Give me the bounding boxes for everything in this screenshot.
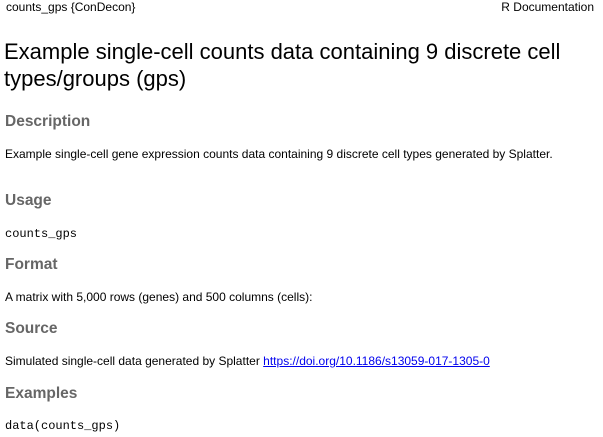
examples-heading: Examples bbox=[5, 385, 78, 402]
usage-heading: Usage bbox=[5, 192, 52, 209]
description-text: Example single-cell gene expression coun… bbox=[5, 147, 553, 161]
format-text: A matrix with 5,000 rows (genes) and 500… bbox=[5, 290, 313, 304]
examples-code: data(counts_gps) bbox=[5, 419, 121, 433]
source-paragraph: Simulated single-cell data generated by … bbox=[5, 354, 585, 368]
doc-header: counts_gps {ConDecon} R Documentation bbox=[0, 0, 603, 18]
topic-label: counts_gps {ConDecon} bbox=[6, 0, 136, 14]
source-heading: Source bbox=[5, 320, 58, 337]
doi-link[interactable]: https://doi.org/10.1186/s13059-017-1305-… bbox=[263, 354, 490, 368]
page-title: Example single-cell counts data containi… bbox=[4, 39, 561, 91]
format-heading: Format bbox=[5, 256, 58, 273]
source-text: Simulated single-cell data generated by … bbox=[5, 354, 260, 368]
r-documentation-label: R Documentation bbox=[501, 0, 594, 14]
usage-code: counts_gps bbox=[5, 227, 78, 241]
description-heading: Description bbox=[5, 113, 91, 130]
